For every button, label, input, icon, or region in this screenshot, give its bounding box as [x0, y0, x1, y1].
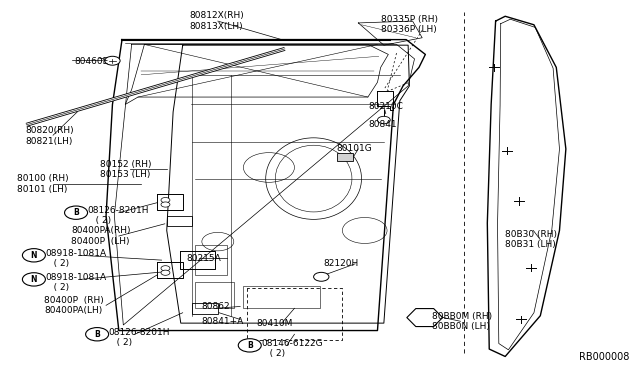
- Circle shape: [238, 339, 261, 352]
- Text: 80862: 80862: [202, 302, 230, 311]
- Circle shape: [22, 248, 45, 262]
- Text: 80841: 80841: [368, 121, 397, 129]
- Circle shape: [161, 266, 170, 271]
- Text: 08918-1081A
   ( 2): 08918-1081A ( 2): [45, 248, 106, 268]
- Text: 80841+A: 80841+A: [202, 317, 244, 326]
- Circle shape: [314, 272, 329, 281]
- Bar: [195, 245, 227, 275]
- Text: 80210C: 80210C: [368, 102, 403, 111]
- Text: B: B: [94, 330, 100, 339]
- Text: 80460E: 80460E: [74, 57, 108, 66]
- Bar: [243, 286, 320, 308]
- Text: N: N: [31, 275, 37, 284]
- Bar: [192, 303, 218, 314]
- Text: 08126-8201H
   ( 2): 08126-8201H ( 2): [87, 206, 148, 225]
- Text: B: B: [247, 341, 253, 350]
- Text: 80335P (RH)
80336P (LH): 80335P (RH) 80336P (LH): [381, 15, 438, 35]
- Text: RB000008: RB000008: [579, 352, 630, 362]
- Bar: [337, 153, 353, 161]
- Circle shape: [161, 202, 170, 207]
- Text: 80101G: 80101G: [336, 144, 372, 153]
- Text: 08918-1081A
   ( 2): 08918-1081A ( 2): [45, 273, 106, 292]
- Text: 80B30 (RH)
80B31 (LH): 80B30 (RH) 80B31 (LH): [505, 230, 557, 250]
- Text: 80410M: 80410M: [256, 319, 292, 328]
- Circle shape: [105, 56, 120, 65]
- Text: 08146-6122G
   ( 2): 08146-6122G ( 2): [261, 339, 323, 358]
- Text: 80812X(RH)
80813X(LH): 80812X(RH) 80813X(LH): [189, 12, 244, 31]
- Bar: [167, 216, 192, 226]
- Bar: [195, 282, 234, 308]
- Text: 80820(RH)
80821(LH): 80820(RH) 80821(LH): [25, 126, 74, 146]
- Text: 80152 (RH)
80153 (LH): 80152 (RH) 80153 (LH): [100, 160, 151, 179]
- Text: 80100 (RH)
80101 (LH): 80100 (RH) 80101 (LH): [17, 174, 68, 194]
- Text: B: B: [73, 208, 79, 217]
- Circle shape: [161, 270, 170, 275]
- Text: 80400P  (RH)
80400PA(LH): 80400P (RH) 80400PA(LH): [44, 296, 104, 315]
- Circle shape: [86, 328, 109, 341]
- Text: 82120H: 82120H: [323, 259, 358, 268]
- Circle shape: [65, 206, 88, 219]
- Circle shape: [378, 116, 390, 124]
- Circle shape: [22, 273, 45, 286]
- Text: 08126-8201H
   ( 2): 08126-8201H ( 2): [108, 327, 170, 347]
- Text: N: N: [31, 251, 37, 260]
- Text: 80BB0M (RH)
80BB0N (LH): 80BB0M (RH) 80BB0N (LH): [432, 312, 492, 331]
- Text: 80215A: 80215A: [186, 254, 221, 263]
- Text: 80400PA(RH)
80400P  (LH): 80400PA(RH) 80400P (LH): [71, 226, 131, 246]
- Circle shape: [161, 198, 170, 203]
